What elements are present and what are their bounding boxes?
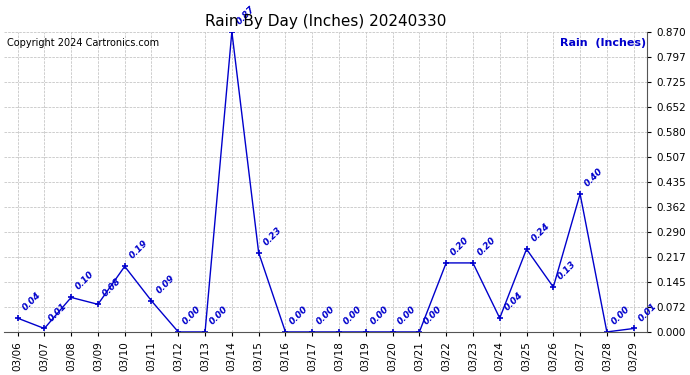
Text: 0.00: 0.00	[342, 304, 364, 326]
Text: 0.08: 0.08	[101, 277, 123, 299]
Title: Rain By Day (Inches) 20240330: Rain By Day (Inches) 20240330	[205, 14, 446, 29]
Text: Copyright 2024 Cartronics.com: Copyright 2024 Cartronics.com	[8, 38, 159, 48]
Text: 0.20: 0.20	[475, 236, 497, 257]
Text: 0.01: 0.01	[636, 301, 658, 323]
Text: 0.87: 0.87	[235, 4, 257, 26]
Text: 0.20: 0.20	[449, 236, 471, 257]
Text: 0.00: 0.00	[422, 304, 444, 326]
Text: 0.13: 0.13	[556, 260, 578, 282]
Text: Rain  (Inches): Rain (Inches)	[560, 38, 647, 48]
Text: 0.01: 0.01	[47, 301, 69, 323]
Text: 0.40: 0.40	[583, 166, 605, 188]
Text: 0.24: 0.24	[529, 222, 551, 243]
Text: 0.09: 0.09	[155, 273, 176, 296]
Text: 0.00: 0.00	[208, 304, 230, 326]
Text: 0.04: 0.04	[502, 291, 524, 313]
Text: 0.00: 0.00	[368, 304, 391, 326]
Text: 0.00: 0.00	[395, 304, 417, 326]
Text: 0.19: 0.19	[128, 239, 150, 261]
Text: 0.04: 0.04	[20, 291, 42, 313]
Text: 0.10: 0.10	[74, 270, 96, 292]
Text: 0.23: 0.23	[262, 225, 284, 247]
Text: 0.00: 0.00	[610, 304, 631, 326]
Text: 0.00: 0.00	[181, 304, 203, 326]
Text: 0.00: 0.00	[288, 304, 311, 326]
Text: 0.00: 0.00	[315, 304, 337, 326]
